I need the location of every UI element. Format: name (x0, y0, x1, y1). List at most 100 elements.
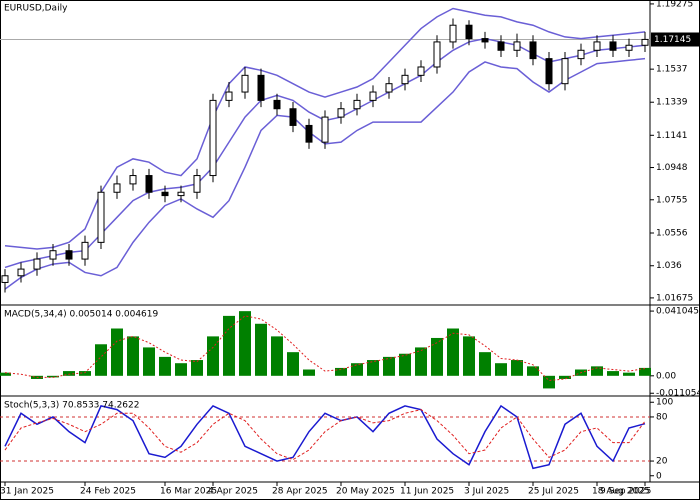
x-tick-label: 18 Aug 2025 (592, 487, 650, 497)
macd-bar (127, 336, 139, 376)
candle-body (385, 83, 393, 93)
y-tick-label: 0 (656, 471, 662, 481)
candle-body (353, 99, 361, 110)
candle-body (17, 268, 25, 277)
y-tick-label: 1.0948 (656, 163, 688, 173)
candle-body (225, 91, 233, 101)
candle-body (241, 74, 249, 93)
y-tick-label: 1.0755 (656, 195, 688, 205)
x-tick-label: 9 Sep 2025 (600, 487, 651, 497)
candle-body (161, 191, 169, 197)
macd-bar (463, 336, 475, 376)
macd-bar (79, 371, 91, 376)
panel-title: MACD(5,34,4) 0.005014 0.004619 (4, 310, 159, 320)
y-tick-label: 1.0556 (656, 229, 688, 239)
panel-title: EURUSD,Daily (4, 4, 68, 14)
macd-bar (271, 336, 283, 376)
y-tick-label: 1.1537 (656, 65, 688, 75)
macd-bar (543, 375, 555, 389)
macd-bar (95, 344, 107, 376)
last-price-box (651, 32, 699, 47)
y-tick-label: 20 (656, 457, 668, 467)
macd-bar (303, 369, 315, 376)
candle-body (465, 24, 473, 40)
candle-body (33, 258, 41, 270)
macd-bar (527, 366, 539, 376)
candle-body (561, 58, 569, 85)
candle-body (113, 183, 121, 193)
candle-body (1, 275, 9, 283)
x-tick-label: 28 Apr 2025 (272, 487, 328, 497)
macd-bar (607, 371, 619, 376)
macd-bar (351, 363, 363, 376)
macd-bar (143, 347, 155, 376)
x-tick-label: 25 Jul 2025 (528, 487, 579, 497)
candle-body (529, 41, 537, 60)
y-tick-label: -0.011054 (656, 389, 700, 399)
x-tick-label: 3 Jul 2025 (464, 487, 509, 497)
y-tick-label: 1.1141 (656, 131, 688, 141)
macd-bar (399, 353, 411, 376)
candle-body (305, 124, 313, 143)
candle-body (129, 175, 137, 185)
candle-body (145, 175, 153, 193)
macd-bar (623, 372, 635, 376)
macd-bar (175, 363, 187, 376)
macd-bar (367, 360, 379, 376)
candle-body (497, 41, 505, 51)
y-tick-label: 1.1339 (656, 98, 688, 108)
y-tick-label: 1.19275 (656, 0, 693, 9)
macd-bar (431, 337, 443, 376)
x-tick-label: 16 Mar 2025 (160, 487, 217, 497)
y-tick-label: 0.00 (656, 371, 676, 381)
macd-bar (287, 352, 299, 376)
macd-bar (47, 375, 59, 378)
candle-body (209, 99, 217, 177)
macd-bar (559, 375, 571, 379)
macd-bar (0, 372, 11, 376)
candle-body (449, 24, 457, 43)
y-tick-label: 100 (656, 398, 673, 408)
candle-body (81, 241, 89, 260)
bollinger-band (4, 7, 646, 250)
macd-bar (111, 328, 123, 376)
macd-bar (207, 336, 219, 376)
stoch-signal (4, 409, 646, 461)
x-tick-label: 20 May 2025 (336, 487, 395, 497)
panel-title: Stoch(5,3,3) 70.8533 74.2622 (4, 401, 139, 411)
candle-body (625, 44, 633, 51)
candle-body (577, 49, 585, 60)
macd-bar (63, 371, 75, 376)
macd-bar (479, 352, 491, 376)
candle-body (433, 41, 441, 68)
candle-body (513, 41, 521, 51)
last-price-label: 1.17145 (654, 35, 691, 45)
macd-bar (159, 356, 171, 376)
macd-bar (255, 323, 267, 376)
candle-body (369, 91, 377, 101)
macd-bar (335, 367, 347, 376)
y-tick-label: 1.036 (656, 261, 682, 271)
signal-line (4, 315, 646, 382)
x-tick-label: 4 Apr 2025 (208, 487, 258, 497)
macd-bar (239, 311, 251, 376)
x-tick-label: 31 Jan 2025 (0, 487, 54, 497)
stoch-main (4, 404, 646, 470)
candle-body (177, 191, 185, 197)
macd-bar (223, 315, 235, 376)
candle-body (273, 99, 281, 110)
candle-body (593, 41, 601, 51)
candle-body (481, 38, 489, 43)
candle-body (641, 38, 649, 46)
macd-bar (511, 360, 523, 376)
x-tick-label: 24 Feb 2025 (80, 487, 136, 497)
macd-bar (383, 356, 395, 376)
candle-body (545, 58, 553, 85)
macd-bar (191, 360, 203, 376)
y-tick-label: 1.01675 (656, 293, 693, 303)
candle-body (417, 66, 425, 76)
candle-body (65, 250, 73, 260)
candle-body (289, 108, 297, 126)
